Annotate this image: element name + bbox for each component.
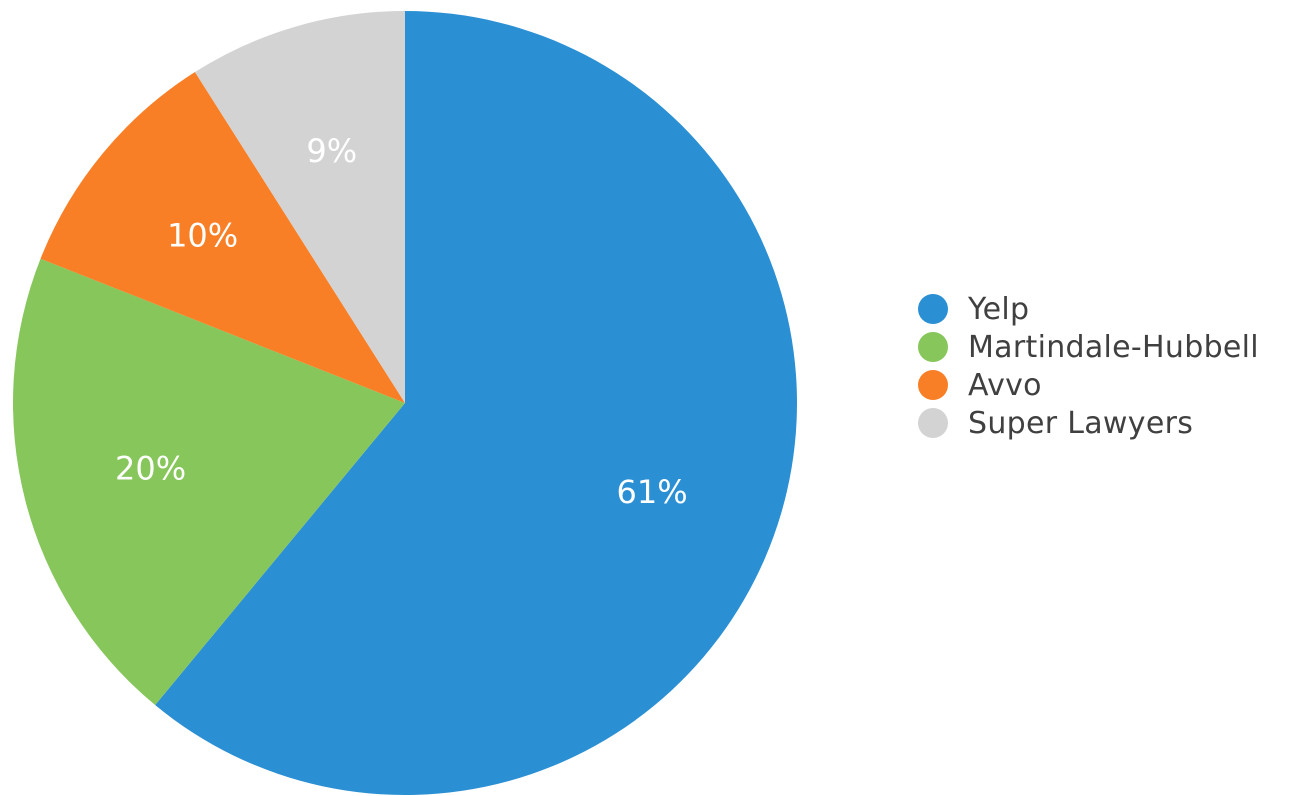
slice-label-martindale-hubbell: 20% [115, 449, 186, 487]
pie-slice-yelp[interactable] [155, 11, 798, 796]
legend: Yelp Martindale-Hubbell Avvo Super Lawye… [918, 290, 1259, 442]
slice-label-yelp: 61% [617, 473, 688, 511]
legend-swatch-super-lawyers [918, 408, 948, 438]
legend-label-yelp: Yelp [968, 291, 1030, 327]
legend-label-super-lawyers: Super Lawyers [968, 405, 1194, 441]
pie-chart: 61% 20% 10% 9% [12, 11, 798, 796]
legend-label-avvo: Avvo [968, 367, 1042, 403]
legend-item-yelp[interactable]: Yelp [918, 290, 1259, 328]
legend-item-avvo[interactable]: Avvo [918, 366, 1259, 404]
legend-swatch-avvo [918, 370, 948, 400]
pie-slice-avvo[interactable] [40, 72, 405, 404]
slice-label-super-lawyers: 9% [306, 132, 357, 170]
legend-item-martindale-hubbell[interactable]: Martindale-Hubbell [918, 328, 1259, 366]
legend-swatch-yelp [918, 294, 948, 324]
pie-slice-martindale-hubbell[interactable] [12, 258, 405, 706]
pie-slice-super-lawyers[interactable] [194, 11, 405, 403]
legend-label-martindale-hubbell: Martindale-Hubbell [968, 329, 1259, 365]
legend-item-super-lawyers[interactable]: Super Lawyers [918, 404, 1259, 442]
legend-swatch-martindale-hubbell [918, 332, 948, 362]
slice-label-avvo: 10% [167, 217, 238, 255]
